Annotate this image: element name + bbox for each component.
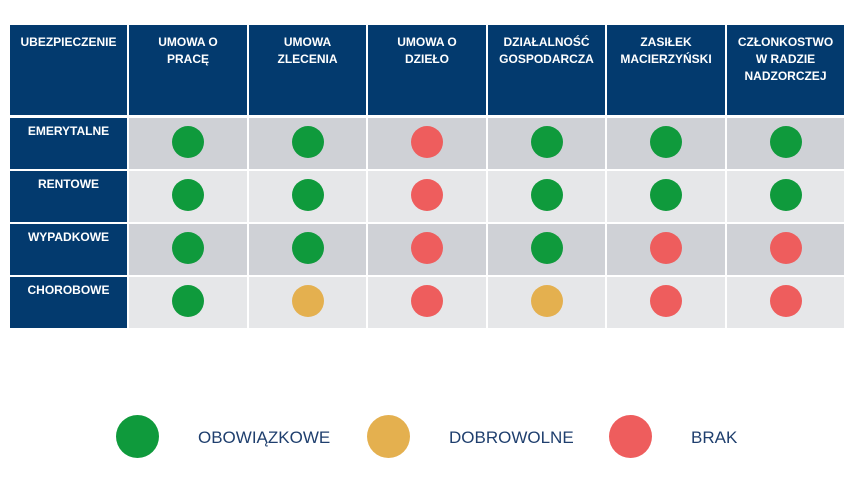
table-cell xyxy=(727,277,844,328)
header-cell: UMOWA O PRACĘ xyxy=(129,25,247,115)
status-dot xyxy=(769,179,802,211)
status-dot xyxy=(530,126,563,158)
table-cell xyxy=(488,277,605,328)
header-cell: UBEZPIECZENIE xyxy=(10,25,127,115)
legend-label: DOBROWOLNE xyxy=(449,428,574,447)
table-cell xyxy=(249,277,366,328)
row-header: RENTOWE xyxy=(10,171,127,222)
row-header: CHOROBOWE xyxy=(10,277,127,328)
header-text: NADZORCZEJ xyxy=(744,69,827,83)
legend-label: BRAK xyxy=(691,428,738,447)
table-cell xyxy=(249,224,366,275)
legend-label: OBOWIĄZKOWE xyxy=(198,428,331,447)
status-dot xyxy=(291,285,324,317)
header-text: PRACĘ xyxy=(166,52,209,66)
status-dot xyxy=(650,126,682,158)
table-cell xyxy=(607,118,725,169)
header-text: W RADZIE xyxy=(755,52,816,66)
status-dot xyxy=(769,232,802,264)
status-dot xyxy=(411,179,443,211)
legend-dot xyxy=(116,415,159,458)
status-dot xyxy=(172,126,204,158)
table-cell xyxy=(129,171,247,222)
status-dot xyxy=(650,285,682,317)
header-cell: UMOWA ZLECENIA xyxy=(249,25,366,115)
table-cell xyxy=(607,171,725,222)
table-cell xyxy=(129,224,247,275)
table-cell xyxy=(727,171,844,222)
header-text: MACIERZYŃSKI xyxy=(620,52,712,66)
status-dot xyxy=(172,285,204,317)
legend-dot xyxy=(367,415,410,458)
header-cell: UMOWA O DZIEŁO xyxy=(368,25,486,115)
table-cell xyxy=(727,224,844,275)
row-header: WYPADKOWE xyxy=(10,224,127,275)
table-cell xyxy=(488,224,605,275)
status-dot xyxy=(650,232,682,264)
table-cell xyxy=(727,118,844,169)
table-cell xyxy=(368,277,486,328)
status-dot xyxy=(650,179,682,211)
status-dot xyxy=(411,232,443,264)
status-dot xyxy=(291,179,324,211)
status-dot xyxy=(411,126,443,158)
table-cell xyxy=(368,224,486,275)
header-text: UMOWA O xyxy=(158,35,218,49)
header-text: UMOWA O xyxy=(397,35,457,49)
table-cell xyxy=(249,118,366,169)
header-text: CZŁONKOSTWO xyxy=(737,35,834,49)
status-dot xyxy=(530,232,563,264)
legend-dot xyxy=(609,415,652,458)
header-text: UMOWA xyxy=(283,35,332,49)
table-cell xyxy=(488,171,605,222)
table-cell xyxy=(249,171,366,222)
table-cell xyxy=(129,277,247,328)
status-dot xyxy=(291,126,324,158)
header-text: DZIEŁO xyxy=(405,52,449,66)
row-header: EMERYTALNE xyxy=(10,118,127,169)
status-dot xyxy=(530,285,563,317)
header-cell: DZIAŁALNOŚĆ GOSPODARCZA xyxy=(488,25,605,115)
header-text: DZIAŁALNOŚĆ xyxy=(503,35,590,49)
status-dot xyxy=(172,232,204,264)
header-cell: ZASIŁEK MACIERZYŃSKI xyxy=(607,25,725,115)
status-dot xyxy=(172,179,204,211)
status-dot xyxy=(530,179,563,211)
status-dot xyxy=(411,285,443,317)
table-cell xyxy=(129,118,247,169)
table-cell xyxy=(607,224,725,275)
header-text: ZASIŁEK xyxy=(640,35,692,49)
table-cell xyxy=(488,118,605,169)
table-cell xyxy=(368,171,486,222)
header-text: ZLECENIA xyxy=(277,52,338,66)
status-dot xyxy=(291,232,324,264)
header-text: UBEZPIECZENIE xyxy=(20,35,117,49)
table-cell xyxy=(607,277,725,328)
header-cell: CZŁONKOSTWO W RADZIE NADZORCZEJ xyxy=(727,25,844,115)
table-cell xyxy=(368,118,486,169)
status-dot xyxy=(769,285,802,317)
header-text: GOSPODARCZA xyxy=(499,52,594,66)
status-dot xyxy=(769,126,802,158)
